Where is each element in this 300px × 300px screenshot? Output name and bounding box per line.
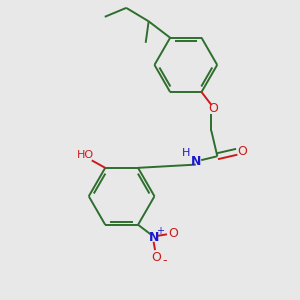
Text: O: O [169, 227, 178, 240]
Text: O: O [208, 102, 218, 115]
Text: -: - [162, 254, 167, 267]
Text: H: H [182, 148, 190, 158]
Text: N: N [190, 155, 201, 168]
Text: N: N [148, 231, 159, 244]
Text: HO: HO [77, 150, 94, 160]
Text: +: + [156, 226, 164, 236]
Text: O: O [237, 145, 247, 158]
Text: O: O [152, 251, 161, 264]
